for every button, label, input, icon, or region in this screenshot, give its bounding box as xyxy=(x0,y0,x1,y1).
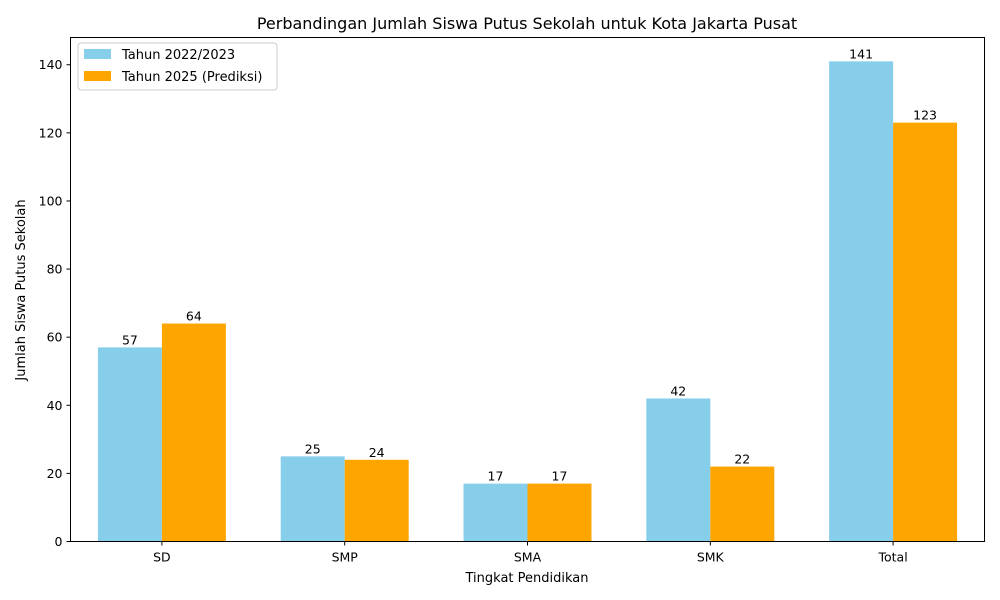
y-tick-label: 140 xyxy=(39,57,63,72)
bar-sd-series-2 xyxy=(161,323,226,542)
legend: Tahun 2022/2023 Tahun 2025 (Prediksi) xyxy=(77,42,278,91)
x-tick-label: SMA xyxy=(514,550,542,565)
data-label-smk-series-1: 42 xyxy=(670,383,686,398)
plot-area: 57 25 17 42 141 64 24 17 22 123 SD SMP SMA SMK Total 0 2… xyxy=(39,46,958,565)
x-tick-label: SMK xyxy=(697,550,725,565)
x-tick-label: Total xyxy=(877,550,907,565)
bar-total-series-2 xyxy=(893,122,958,542)
legend-swatch-series-2 xyxy=(84,71,111,81)
data-label-sma-series-1: 17 xyxy=(488,469,504,484)
x-tick-label: SD xyxy=(153,550,171,565)
chart-title: Perbandingan Jumlah Siswa Putus Sekolah … xyxy=(257,14,797,33)
data-label-sd-series-1: 57 xyxy=(122,332,138,347)
data-label-total-series-2: 123 xyxy=(913,108,937,123)
y-tick-label: 60 xyxy=(47,330,63,345)
bar-smk-series-1 xyxy=(646,398,711,542)
legend-swatch-series-1 xyxy=(84,49,111,59)
bar-sma-series-2 xyxy=(527,483,592,542)
bar-sd-series-1 xyxy=(97,347,162,542)
legend-label-series-1: Tahun 2022/2023 xyxy=(121,48,235,63)
bar-sma-series-1 xyxy=(463,483,528,542)
x-tick-label: SMP xyxy=(332,550,359,565)
y-tick-label: 0 xyxy=(55,534,63,549)
x-axis-label: Tingkat Pendidikan xyxy=(465,571,589,586)
data-label-smp-series-1: 25 xyxy=(305,441,321,456)
legend-label-series-2: Tahun 2025 (Prediksi) xyxy=(121,70,262,85)
y-tick-label: 20 xyxy=(47,466,63,481)
data-label-total-series-1: 141 xyxy=(849,46,873,61)
bar-smk-series-2 xyxy=(710,466,775,542)
bar-smp-series-2 xyxy=(344,459,409,542)
legend-frame xyxy=(77,42,278,91)
data-label-sd-series-2: 64 xyxy=(186,309,202,324)
y-tick-label: 100 xyxy=(39,193,63,208)
bar-total-series-1 xyxy=(829,61,894,542)
y-tick-label: 40 xyxy=(47,398,63,413)
data-label-smp-series-2: 24 xyxy=(369,445,385,460)
y-tick-label: 80 xyxy=(47,262,63,277)
data-label-smk-series-2: 22 xyxy=(734,452,750,467)
y-tick-label: 120 xyxy=(39,125,63,140)
bar-smp-series-1 xyxy=(280,456,345,542)
y-axis-label: Jumlah Siswa Putus Sekolah xyxy=(14,199,29,381)
data-label-sma-series-2: 17 xyxy=(552,469,568,484)
plot-frame xyxy=(70,37,985,542)
